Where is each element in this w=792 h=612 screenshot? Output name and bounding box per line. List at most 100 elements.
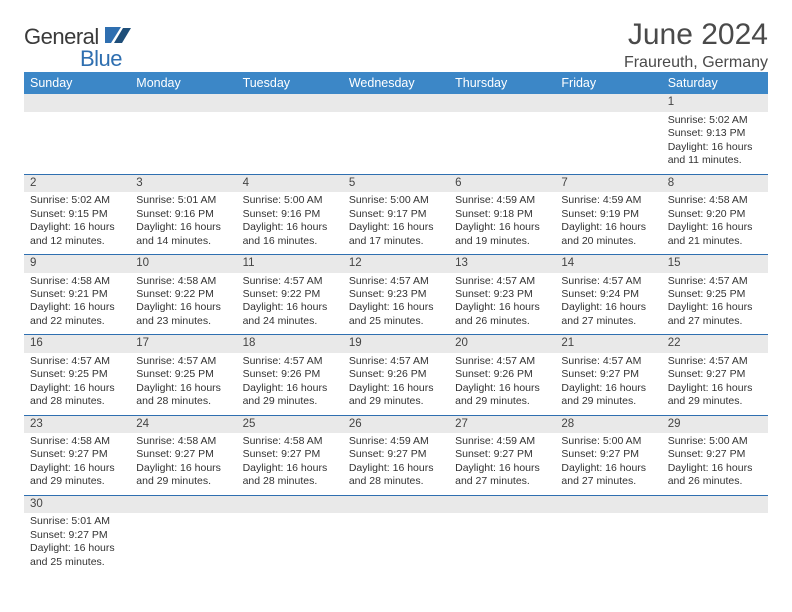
- day-number: 19: [343, 335, 449, 349]
- day-body: Sunrise: 5:01 AMSunset: 9:16 PMDaylight:…: [130, 192, 236, 254]
- day-cell: [237, 112, 343, 174]
- sunset-line: Sunset: 9:27 PM: [561, 448, 655, 461]
- sunrise-line: Sunrise: 4:57 AM: [136, 355, 230, 368]
- weekday-header: Thursday: [449, 72, 555, 94]
- daylight-line-1: Daylight: 16 hours: [561, 221, 655, 234]
- day-number-cell: 6: [449, 174, 555, 192]
- sunrise-line: Sunrise: 4:58 AM: [136, 275, 230, 288]
- day-number: 30: [24, 496, 130, 510]
- weekday-header: Tuesday: [237, 72, 343, 94]
- daylight-line-2: and 26 minutes.: [668, 475, 762, 488]
- day-cell: Sunrise: 5:00 AMSunset: 9:27 PMDaylight:…: [555, 433, 661, 495]
- day-number-cell: 18: [237, 335, 343, 353]
- daylight-line-1: Daylight: 16 hours: [561, 382, 655, 395]
- daylight-line-1: Daylight: 16 hours: [349, 462, 443, 475]
- day-number-cell: 2: [24, 174, 130, 192]
- day-number: 10: [130, 255, 236, 269]
- daylight-line-1: Daylight: 16 hours: [349, 301, 443, 314]
- daylight-line-2: and 21 minutes.: [668, 235, 762, 248]
- daylight-line-2: and 29 minutes.: [136, 475, 230, 488]
- sunset-line: Sunset: 9:20 PM: [668, 208, 762, 221]
- sunset-line: Sunset: 9:27 PM: [349, 448, 443, 461]
- sunset-line: Sunset: 9:26 PM: [243, 368, 337, 381]
- sunrise-line: Sunrise: 4:59 AM: [455, 435, 549, 448]
- sunrise-line: Sunrise: 4:58 AM: [30, 275, 124, 288]
- daylight-line-2: and 28 minutes.: [136, 395, 230, 408]
- day-number: [449, 94, 555, 96]
- sunset-line: Sunset: 9:27 PM: [561, 368, 655, 381]
- day-cell: [130, 513, 236, 575]
- daylight-line-2: and 16 minutes.: [243, 235, 337, 248]
- day-cell: Sunrise: 4:58 AMSunset: 9:27 PMDaylight:…: [237, 433, 343, 495]
- day-number: 28: [555, 416, 661, 430]
- day-body: [449, 513, 555, 567]
- sunrise-line: Sunrise: 5:00 AM: [243, 194, 337, 207]
- day-number: 12: [343, 255, 449, 269]
- daylight-line-1: Daylight: 16 hours: [455, 382, 549, 395]
- day-cell: Sunrise: 4:57 AMSunset: 9:27 PMDaylight:…: [662, 353, 768, 415]
- sunrise-line: Sunrise: 4:58 AM: [136, 435, 230, 448]
- day-body: Sunrise: 4:57 AMSunset: 9:27 PMDaylight:…: [555, 353, 661, 415]
- day-number-cell: 20: [449, 335, 555, 353]
- sunset-line: Sunset: 9:16 PM: [243, 208, 337, 221]
- day-number: 18: [237, 335, 343, 349]
- weekday-header: Sunday: [24, 72, 130, 94]
- day-number-cell: [130, 94, 236, 112]
- day-number: [555, 496, 661, 498]
- sunrise-line: Sunrise: 4:59 AM: [561, 194, 655, 207]
- day-number: 15: [662, 255, 768, 269]
- day-number-cell: 11: [237, 255, 343, 273]
- sunset-line: Sunset: 9:22 PM: [136, 288, 230, 301]
- day-body: Sunrise: 4:57 AMSunset: 9:25 PMDaylight:…: [130, 353, 236, 415]
- day-body: [449, 112, 555, 166]
- daylight-line-1: Daylight: 16 hours: [136, 462, 230, 475]
- day-number: 1: [662, 94, 768, 108]
- day-number: [237, 94, 343, 96]
- day-body: [555, 112, 661, 166]
- day-cell: Sunrise: 4:58 AMSunset: 9:27 PMDaylight:…: [24, 433, 130, 495]
- day-number-cell: 16: [24, 335, 130, 353]
- day-body: Sunrise: 4:57 AMSunset: 9:25 PMDaylight:…: [24, 353, 130, 415]
- day-body: Sunrise: 5:02 AMSunset: 9:15 PMDaylight:…: [24, 192, 130, 254]
- sunset-line: Sunset: 9:18 PM: [455, 208, 549, 221]
- sunset-line: Sunset: 9:23 PM: [455, 288, 549, 301]
- day-body: Sunrise: 4:59 AMSunset: 9:27 PMDaylight:…: [343, 433, 449, 495]
- sunrise-line: Sunrise: 5:02 AM: [668, 114, 762, 127]
- sunset-line: Sunset: 9:22 PM: [243, 288, 337, 301]
- day-cell: [130, 112, 236, 174]
- daylight-line-1: Daylight: 16 hours: [243, 301, 337, 314]
- day-number-cell: [555, 94, 661, 112]
- daylight-line-2: and 29 minutes.: [668, 395, 762, 408]
- sunset-line: Sunset: 9:25 PM: [668, 288, 762, 301]
- day-body: [24, 112, 130, 166]
- day-body: [237, 513, 343, 567]
- day-body: Sunrise: 4:59 AMSunset: 9:27 PMDaylight:…: [449, 433, 555, 495]
- daylight-line-2: and 27 minutes.: [561, 315, 655, 328]
- daylight-line-1: Daylight: 16 hours: [243, 221, 337, 234]
- day-number: 22: [662, 335, 768, 349]
- day-number: 13: [449, 255, 555, 269]
- day-number: 3: [130, 175, 236, 189]
- day-body: [130, 112, 236, 166]
- sunset-line: Sunset: 9:27 PM: [668, 448, 762, 461]
- day-cell: Sunrise: 5:00 AMSunset: 9:17 PMDaylight:…: [343, 192, 449, 254]
- day-number: [24, 94, 130, 96]
- daylight-line-1: Daylight: 16 hours: [30, 382, 124, 395]
- day-body: Sunrise: 4:57 AMSunset: 9:22 PMDaylight:…: [237, 273, 343, 335]
- day-body: Sunrise: 4:58 AMSunset: 9:27 PMDaylight:…: [130, 433, 236, 495]
- day-body: [343, 513, 449, 567]
- daylight-line-2: and 27 minutes.: [561, 475, 655, 488]
- sunset-line: Sunset: 9:27 PM: [30, 448, 124, 461]
- sunset-line: Sunset: 9:15 PM: [30, 208, 124, 221]
- day-number-cell: 9: [24, 255, 130, 273]
- daylight-line-2: and 27 minutes.: [668, 315, 762, 328]
- sunrise-line: Sunrise: 5:00 AM: [668, 435, 762, 448]
- day-cell: Sunrise: 4:59 AMSunset: 9:27 PMDaylight:…: [449, 433, 555, 495]
- day-number-cell: [343, 94, 449, 112]
- daylight-line-1: Daylight: 16 hours: [243, 382, 337, 395]
- day-number-cell: 15: [662, 255, 768, 273]
- day-cell: Sunrise: 4:58 AMSunset: 9:27 PMDaylight:…: [130, 433, 236, 495]
- daylight-line-1: Daylight: 16 hours: [30, 221, 124, 234]
- sunrise-line: Sunrise: 4:59 AM: [455, 194, 549, 207]
- daylight-line-2: and 22 minutes.: [30, 315, 124, 328]
